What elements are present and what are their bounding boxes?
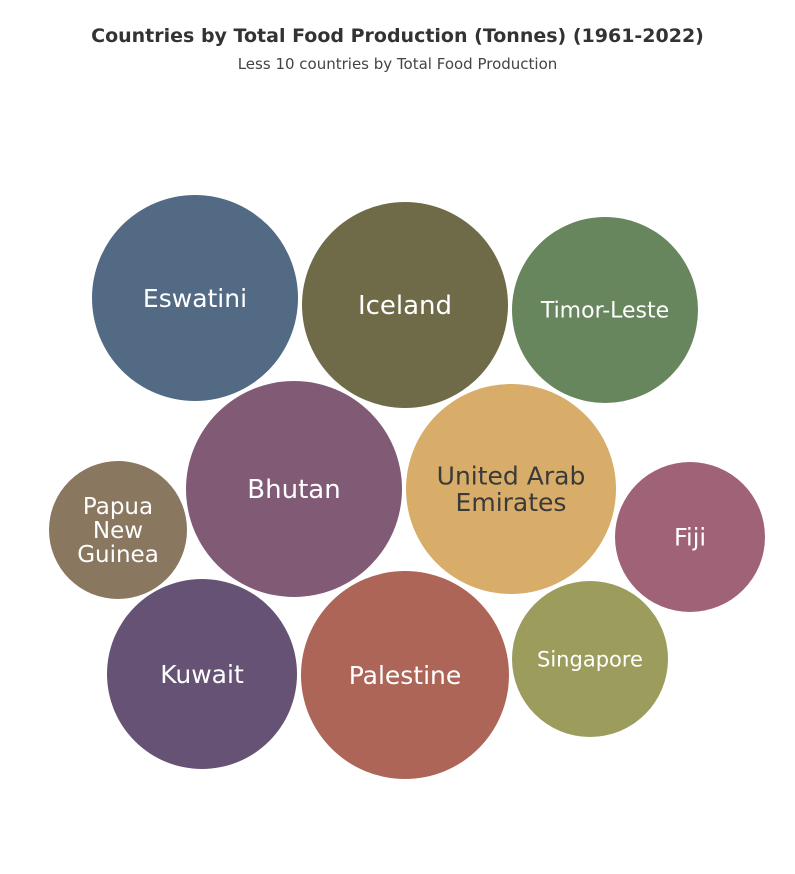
- bubble-label-fiji: Fiji: [674, 523, 706, 551]
- chart-subtitle: Less 10 countries by Total Food Producti…: [237, 55, 558, 73]
- bubble-circle-iceland[interactable]: [302, 202, 508, 408]
- bubble-papua-new-guinea[interactable]: Papua New Guinea: [49, 461, 187, 599]
- bubble-circle-kuwait[interactable]: [107, 579, 297, 769]
- bubble-circle-united-arab-emirates[interactable]: [406, 384, 616, 594]
- bubble-circle-papua-new-guinea[interactable]: [49, 461, 187, 599]
- bubble-palestine[interactable]: Palestine: [301, 571, 509, 779]
- bubble-timor-leste[interactable]: Timor-Leste: [512, 217, 698, 403]
- bubble-label-bhutan: Bhutan: [247, 475, 340, 505]
- bubble-circle-palestine[interactable]: [301, 571, 509, 779]
- bubble-iceland[interactable]: Iceland: [302, 202, 508, 408]
- bubble-united-arab-emirates[interactable]: United Arab Emirates: [406, 384, 616, 594]
- bubble-eswatini[interactable]: Eswatini: [92, 195, 298, 401]
- bubble-kuwait[interactable]: Kuwait: [107, 579, 297, 769]
- bubble-circle-singapore[interactable]: [512, 581, 668, 737]
- bubble-circle-eswatini[interactable]: [92, 195, 298, 401]
- bubble-bhutan[interactable]: Bhutan: [186, 381, 402, 597]
- bubble-label-united-arab-emirates: United Arab Emirates: [437, 462, 586, 517]
- bubble-circle-bhutan[interactable]: [186, 381, 402, 597]
- chart-title: Countries by Total Food Production (Tonn…: [91, 25, 704, 47]
- bubble-singapore[interactable]: Singapore: [512, 581, 668, 737]
- bubble-label-palestine: Palestine: [349, 661, 462, 690]
- bubble-label-eswatini: Eswatini: [143, 284, 247, 313]
- bubble-label-iceland: Iceland: [358, 291, 452, 321]
- bubble-label-singapore: Singapore: [537, 647, 643, 671]
- bubble-label-timor-leste: Timor-Leste: [540, 299, 669, 324]
- bubble-fiji[interactable]: Fiji: [615, 462, 765, 612]
- bubble-circle-fiji[interactable]: [615, 462, 765, 612]
- bubble-circle-timor-leste[interactable]: [512, 217, 698, 403]
- bubble-label-kuwait: Kuwait: [160, 660, 244, 689]
- bubble-label-papua-new-guinea: Papua New Guinea: [77, 494, 159, 568]
